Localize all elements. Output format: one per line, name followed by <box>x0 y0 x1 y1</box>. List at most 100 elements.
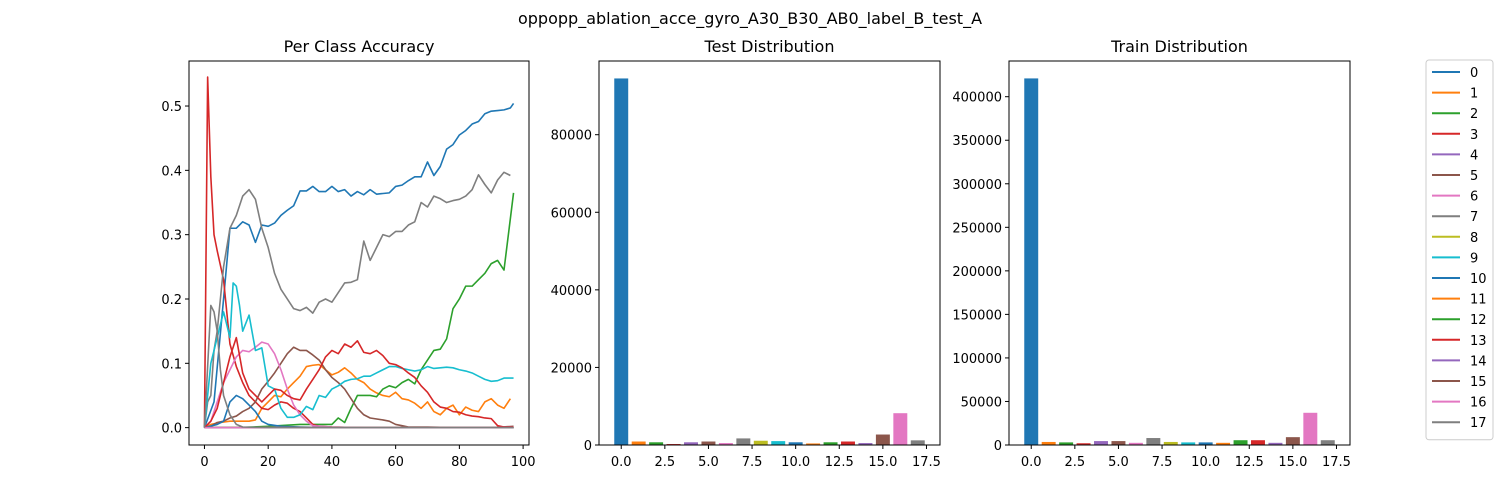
x-tick-label: 7.5 <box>742 455 763 470</box>
series-line-7 <box>203 171 511 428</box>
chart-title: Per Class Accuracy <box>284 37 435 56</box>
bar-7 <box>736 438 751 445</box>
x-tick-label: 15.0 <box>868 455 897 470</box>
x-tick-label: 17.5 <box>1322 455 1351 470</box>
bar-13 <box>841 441 855 445</box>
bar-3 <box>1076 443 1091 445</box>
bar-17 <box>1320 440 1335 445</box>
bar-1 <box>1041 441 1056 445</box>
x-tick-label: 12.5 <box>825 455 854 470</box>
plot-area <box>203 76 515 429</box>
bar-1 <box>631 441 646 445</box>
y-tick-label: 350000 <box>952 134 1002 149</box>
y-tick-label: 100000 <box>952 352 1002 367</box>
bar-5 <box>701 441 716 445</box>
bar-2 <box>649 442 664 445</box>
legend-label-9: 9 <box>1470 251 1478 266</box>
x-tick-label: 0.0 <box>1021 455 1042 470</box>
chart-2: Test Distribution 0.0 2.5 5.0 7.5 10.0 12.5 15.… <box>551 37 941 470</box>
axes-frame <box>598 60 941 446</box>
y-tick-label: 0.4 <box>161 164 182 179</box>
legend-label-17: 17 <box>1470 416 1487 431</box>
bar-0 <box>614 78 629 445</box>
x-tick-label: 20 <box>260 455 277 470</box>
legend-label-16: 16 <box>1470 396 1487 411</box>
x-tick-label: 12.5 <box>1235 455 1264 470</box>
bar-11 <box>806 443 821 445</box>
bar-15 <box>1285 437 1300 445</box>
bar-10 <box>788 442 803 445</box>
bar-14 <box>1268 442 1283 445</box>
y-tick-label: 50000 <box>961 395 1002 410</box>
y-tick-label: 150000 <box>952 308 1002 323</box>
legend-label-15: 15 <box>1470 375 1487 390</box>
y-tick-label: 80000 <box>551 129 592 144</box>
x-tick-label: 7.5 <box>1152 455 1173 470</box>
legend-label-11: 11 <box>1470 293 1487 308</box>
legend-label-3: 3 <box>1470 128 1478 143</box>
y-tick-label: 20000 <box>551 361 592 376</box>
axes-container: Per Class Accuracy 0 20 40 60 80 100 0.0 0.1 0.2 0… <box>161 37 1351 470</box>
legend-label-4: 4 <box>1470 148 1478 163</box>
bar-16 <box>1303 412 1318 445</box>
y-tick-label: 0.0 <box>161 422 182 437</box>
legend-label-1: 1 <box>1470 87 1478 102</box>
bar-15 <box>875 434 890 445</box>
series-line-17 <box>203 304 514 429</box>
series-line-10 <box>204 394 514 429</box>
legend-label-10: 10 <box>1470 272 1487 287</box>
x-tick-label: 0.0 <box>611 455 632 470</box>
series-line-2 <box>204 192 515 429</box>
bar-10 <box>1198 442 1213 445</box>
legend-label-5: 5 <box>1470 169 1478 184</box>
axes-frame <box>1008 60 1351 446</box>
x-tick-label: 10.0 <box>1191 455 1220 470</box>
x-tick-label: 15.0 <box>1278 455 1307 470</box>
x-tick-label: 2.5 <box>655 455 676 470</box>
plot-area <box>1024 78 1335 445</box>
legend-label-13: 13 <box>1470 334 1487 349</box>
axes-frame <box>188 60 530 446</box>
x-tick-label: 0 <box>200 455 208 470</box>
x-tick-label: 80 <box>451 455 468 470</box>
y-tick-label: 0.3 <box>161 229 182 244</box>
y-tick-label: 400000 <box>952 91 1002 106</box>
y-tick-label: 0 <box>584 439 592 454</box>
y-tick-label: 200000 <box>952 265 1002 280</box>
legend-label-7: 7 <box>1470 210 1478 225</box>
y-tick-label: 300000 <box>952 178 1002 193</box>
y-tick-label: 250000 <box>952 221 1002 236</box>
bar-12 <box>1233 440 1248 445</box>
chart-3: Train Distribution 0.0 2.5 5.0 7.5 10.0 12.5 15… <box>952 37 1351 470</box>
bar-6 <box>1128 442 1143 445</box>
x-tick-label: 2.5 <box>1065 455 1086 470</box>
bar-13 <box>1251 440 1265 445</box>
bar-5 <box>1111 441 1126 445</box>
plot-area <box>614 78 925 445</box>
legend-label-2: 2 <box>1470 107 1478 122</box>
y-tick-label: 60000 <box>551 206 592 221</box>
bar-6 <box>718 443 733 445</box>
x-tick-label: 40 <box>324 455 341 470</box>
y-tick-label: 40000 <box>551 284 592 299</box>
chart-1: Per Class Accuracy 0 20 40 60 80 100 0.0 0.1 0.2 0… <box>161 37 535 470</box>
x-tick-label: 5.0 <box>698 455 719 470</box>
y-tick-label: 0.5 <box>161 100 182 115</box>
bar-8 <box>1163 441 1178 445</box>
x-tick-label: 17.5 <box>912 455 941 470</box>
x-tick-label: 10.0 <box>781 455 810 470</box>
bar-12 <box>823 442 838 445</box>
bar-9 <box>1181 442 1196 445</box>
legend-label-8: 8 <box>1470 231 1478 246</box>
legend-label-12: 12 <box>1470 313 1487 328</box>
figure-suptitle: oppopp_ablation_acce_gyro_A30_B30_AB0_la… <box>518 9 982 29</box>
y-tick-label: 0 <box>994 439 1002 454</box>
bar-7 <box>1146 438 1161 445</box>
chart-title: Train Distribution <box>1110 37 1248 56</box>
legend-label-14: 14 <box>1470 354 1487 369</box>
series-line-5 <box>204 346 514 429</box>
chart-title: Test Distribution <box>704 37 835 56</box>
series-line-13 <box>203 336 514 429</box>
